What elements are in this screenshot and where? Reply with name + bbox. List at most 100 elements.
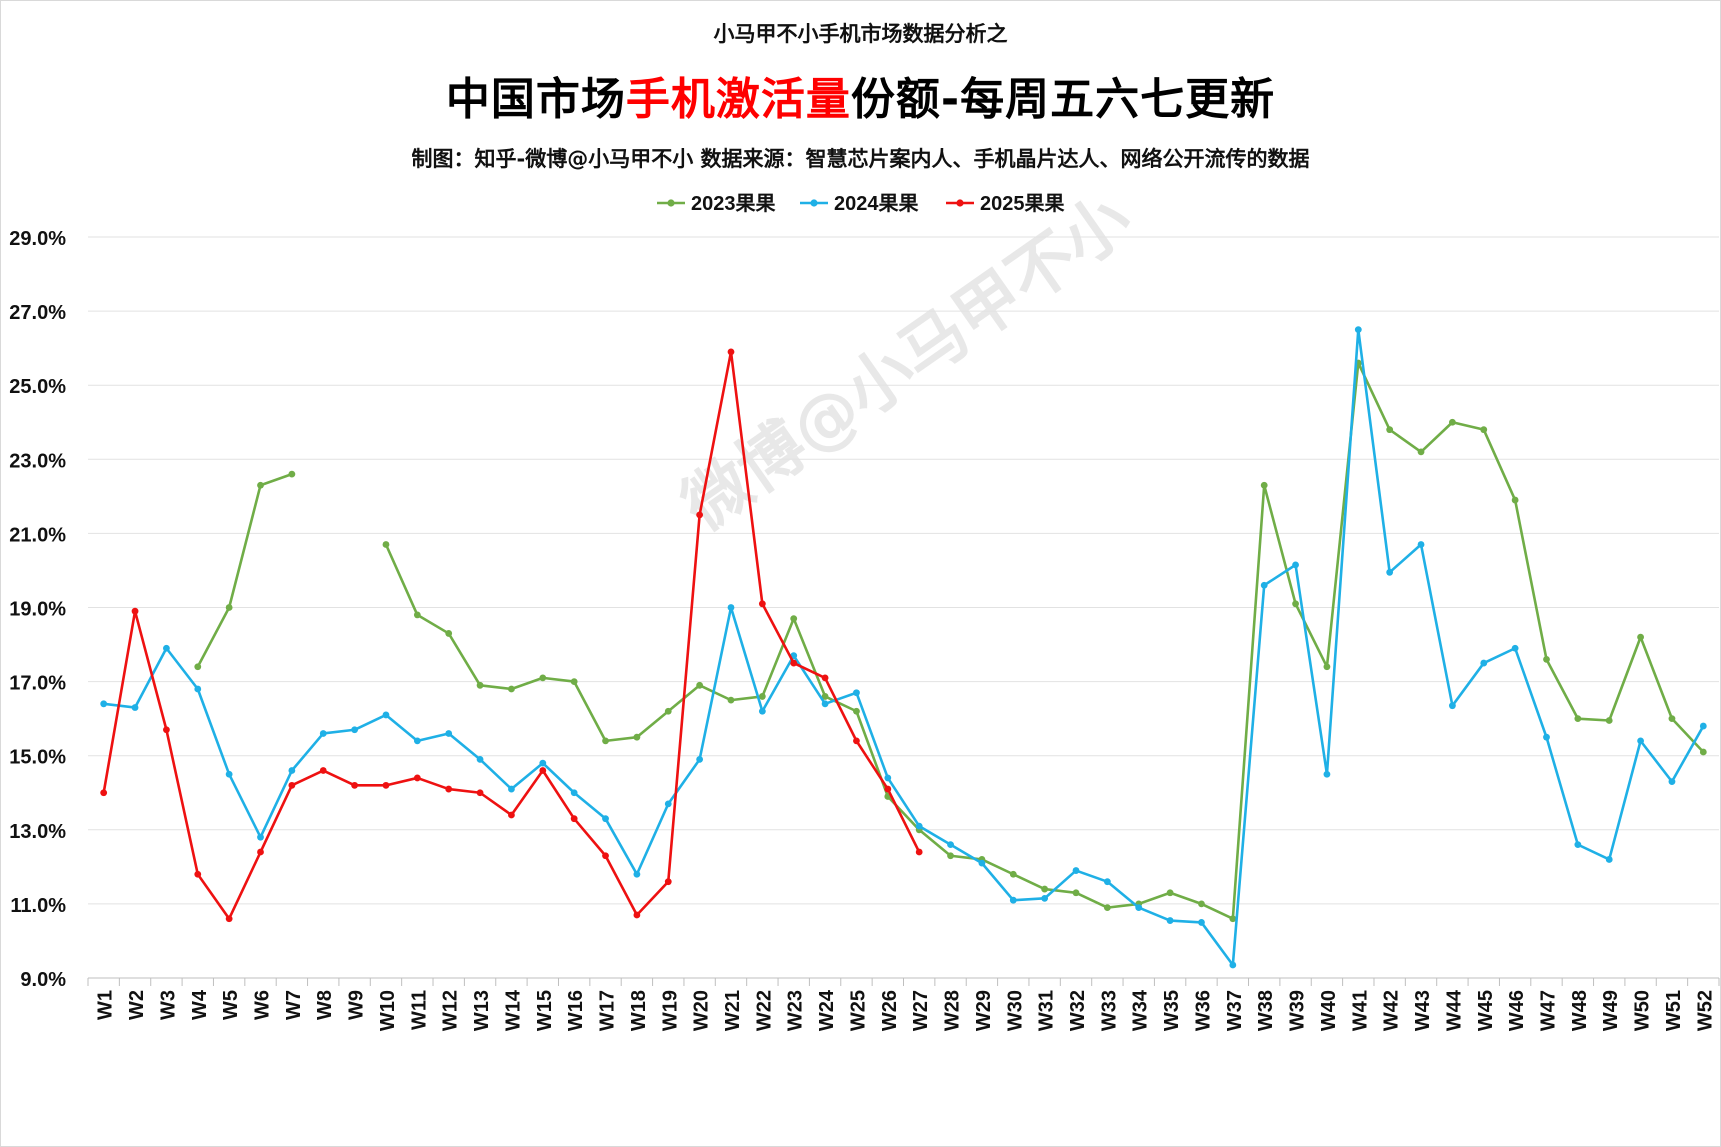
series-line	[103, 328, 1705, 967]
x-tick-label: W9	[346, 990, 368, 1020]
data-point	[758, 707, 766, 715]
data-point	[288, 781, 296, 789]
data-point	[1543, 733, 1550, 741]
data-point	[382, 781, 390, 789]
data-point	[696, 756, 704, 763]
data-point	[539, 674, 547, 682]
y-tick-label: 25.0%	[9, 376, 66, 398]
series-line	[102, 350, 921, 921]
x-tick-label: W44	[1443, 989, 1465, 1031]
legend-label: 2024果果	[834, 193, 919, 215]
data-point	[225, 915, 233, 923]
data-point	[727, 348, 735, 356]
data-point	[664, 707, 672, 715]
data-point	[445, 630, 453, 637]
data-point	[664, 800, 672, 808]
legend-marker	[810, 199, 818, 207]
x-tick-label: W50	[1632, 990, 1654, 1031]
data-point	[1198, 919, 1205, 926]
data-point	[131, 704, 139, 711]
x-tick-label: W25	[847, 990, 869, 1031]
data-point	[1480, 659, 1488, 667]
data-point	[853, 707, 860, 715]
x-tick-label: W37	[1224, 990, 1246, 1031]
x-tick-label: W27	[910, 990, 932, 1031]
chart-title: 中国市场手机激活量份额-每周五六七更新	[0, 63, 1721, 127]
data-point	[194, 663, 202, 671]
data-point	[633, 733, 641, 741]
data-point	[1135, 904, 1143, 912]
data-point	[1543, 655, 1550, 663]
x-tick-label: W38	[1255, 990, 1277, 1031]
data-point	[1292, 561, 1299, 569]
y-tick-label: 11.0%	[10, 895, 66, 917]
data-point	[382, 711, 390, 719]
x-tick-label: W17	[597, 990, 619, 1031]
x-tick-label: W2	[126, 990, 148, 1020]
data-point	[915, 848, 923, 856]
x-tick-label: W42	[1381, 990, 1403, 1031]
x-tick-label: W28	[942, 990, 964, 1031]
data-point	[696, 511, 704, 519]
data-point	[351, 781, 359, 789]
data-point	[288, 767, 296, 774]
data-point	[413, 774, 421, 782]
x-tick-label: W40	[1318, 990, 1340, 1031]
x-tick-label: W51	[1663, 990, 1685, 1031]
data-point	[1103, 878, 1111, 886]
x-tick-label: W33	[1098, 990, 1120, 1031]
data-point	[1292, 600, 1299, 608]
data-point	[947, 852, 954, 860]
data-point	[1448, 418, 1456, 426]
x-tick-label: W20	[691, 990, 713, 1031]
title-part-2: 份额-每周五六七更新	[850, 74, 1276, 125]
data-point	[758, 693, 766, 700]
data-point	[508, 685, 515, 693]
data-point	[1229, 961, 1237, 969]
data-point	[821, 700, 829, 708]
data-point	[476, 756, 484, 763]
data-point	[539, 759, 547, 767]
data-point	[1323, 663, 1331, 671]
data-point	[1229, 915, 1237, 923]
data-point	[1103, 904, 1111, 912]
data-point	[1699, 748, 1707, 756]
x-tick-label: W41	[1349, 990, 1371, 1031]
data-point	[194, 685, 202, 693]
data-point	[1260, 581, 1268, 589]
data-point	[633, 870, 641, 878]
data-point	[664, 878, 672, 886]
data-point	[1009, 870, 1017, 878]
data-point	[319, 767, 327, 774]
y-tick-label: 27.0%	[9, 302, 66, 324]
data-point	[1511, 496, 1519, 504]
x-tick-label: W47	[1537, 990, 1559, 1031]
data-point	[1072, 867, 1080, 874]
data-point	[1637, 633, 1644, 641]
x-tick-label: W26	[879, 990, 901, 1031]
data-point	[100, 789, 108, 797]
data-point	[1605, 717, 1613, 724]
data-point	[194, 870, 202, 878]
data-point	[570, 678, 578, 685]
data-point	[351, 726, 359, 734]
x-tick-label: W23	[785, 990, 807, 1031]
data-point	[853, 689, 860, 697]
y-tick-label: 17.0%	[9, 673, 66, 695]
data-point	[633, 911, 641, 919]
x-tick-label: W18	[628, 990, 650, 1031]
data-point	[1198, 900, 1205, 908]
x-tick-label: W8	[314, 990, 336, 1020]
data-point	[790, 659, 798, 667]
y-tick-label: 29.0%	[9, 228, 66, 250]
x-tick-label: W13	[471, 990, 493, 1031]
data-point	[947, 841, 954, 849]
data-point	[853, 737, 860, 745]
x-tick-label: W10	[377, 990, 399, 1031]
data-point	[821, 693, 829, 700]
y-tick-label: 19.0%	[9, 599, 66, 621]
y-tick-label: 15.0%	[9, 747, 66, 769]
x-tick-label: W19	[659, 990, 681, 1031]
data-point	[602, 815, 609, 823]
